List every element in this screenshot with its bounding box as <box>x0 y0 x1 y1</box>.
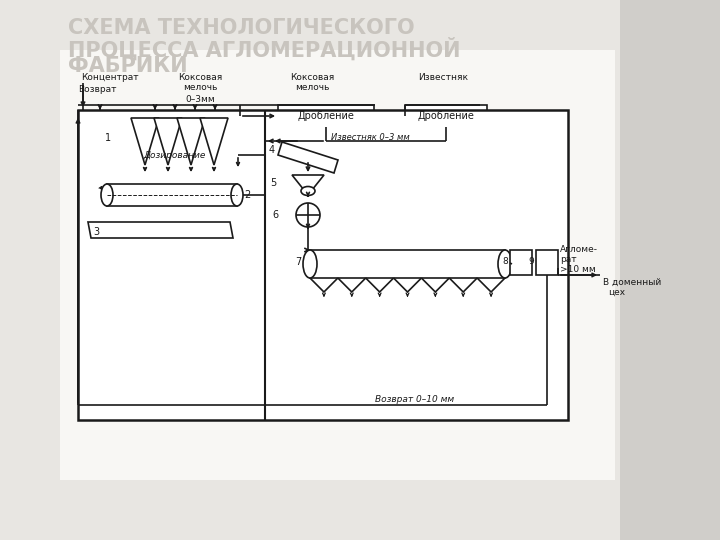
Text: Возврат 0–10 мм: Возврат 0–10 мм <box>375 395 454 404</box>
Text: 0–3мм: 0–3мм <box>185 94 215 104</box>
Text: цех: цех <box>608 287 625 296</box>
Text: 2: 2 <box>244 190 250 200</box>
Polygon shape <box>131 118 159 165</box>
Text: мелочь: мелочь <box>294 84 329 92</box>
Ellipse shape <box>301 186 315 195</box>
Polygon shape <box>154 118 182 165</box>
Bar <box>78 110 568 420</box>
Ellipse shape <box>498 250 512 278</box>
Polygon shape <box>278 142 338 173</box>
Text: Агломе-: Агломе- <box>560 246 598 254</box>
Text: Концентрат: Концентрат <box>81 73 139 83</box>
Bar <box>107 184 237 206</box>
Ellipse shape <box>303 250 317 278</box>
Text: Возврат: Возврат <box>78 85 116 94</box>
Text: 8: 8 <box>503 258 508 267</box>
Text: Известняк: Известняк <box>418 73 468 83</box>
Text: ПРОЦЕССА АГЛОМЕРАЦИОННОЙ: ПРОЦЕССА АГЛОМЕРАЦИОННОЙ <box>68 37 461 60</box>
Text: Коксовая: Коксовая <box>178 73 222 83</box>
Text: 9: 9 <box>528 258 534 267</box>
Text: 3: 3 <box>93 227 99 237</box>
Polygon shape <box>292 175 324 195</box>
Text: В доменный: В доменный <box>603 278 661 287</box>
Text: 6: 6 <box>272 210 278 220</box>
Bar <box>620 0 720 540</box>
Circle shape <box>296 203 320 227</box>
Text: Дозирование: Дозирование <box>144 151 206 159</box>
Bar <box>510 250 532 275</box>
Polygon shape <box>200 118 228 165</box>
Text: Коксовая: Коксовая <box>290 73 334 83</box>
Text: рат: рат <box>560 255 577 265</box>
Text: Дробление: Дробление <box>297 111 354 121</box>
Ellipse shape <box>101 184 113 206</box>
Text: ФАБРИКИ: ФАБРИКИ <box>68 56 188 76</box>
Bar <box>536 250 558 275</box>
Bar <box>310 250 505 278</box>
Bar <box>405 105 487 127</box>
Text: 7: 7 <box>295 257 301 267</box>
Text: Известняк 0–3 мм: Известняк 0–3 мм <box>330 132 410 141</box>
Text: 1: 1 <box>105 133 111 143</box>
Text: Дробление: Дробление <box>418 111 474 121</box>
Polygon shape <box>88 222 233 238</box>
Bar <box>278 105 374 127</box>
Text: >10 мм: >10 мм <box>560 266 595 274</box>
Ellipse shape <box>231 184 243 206</box>
Text: мелочь: мелочь <box>183 84 217 92</box>
Text: 4: 4 <box>269 145 275 155</box>
Text: СХЕМА ТЕХНОЛОГИЧЕСКОГО: СХЕМА ТЕХНОЛОГИЧЕСКОГО <box>68 18 415 38</box>
Text: 5: 5 <box>270 178 276 188</box>
Bar <box>60 50 615 480</box>
Polygon shape <box>177 118 205 165</box>
